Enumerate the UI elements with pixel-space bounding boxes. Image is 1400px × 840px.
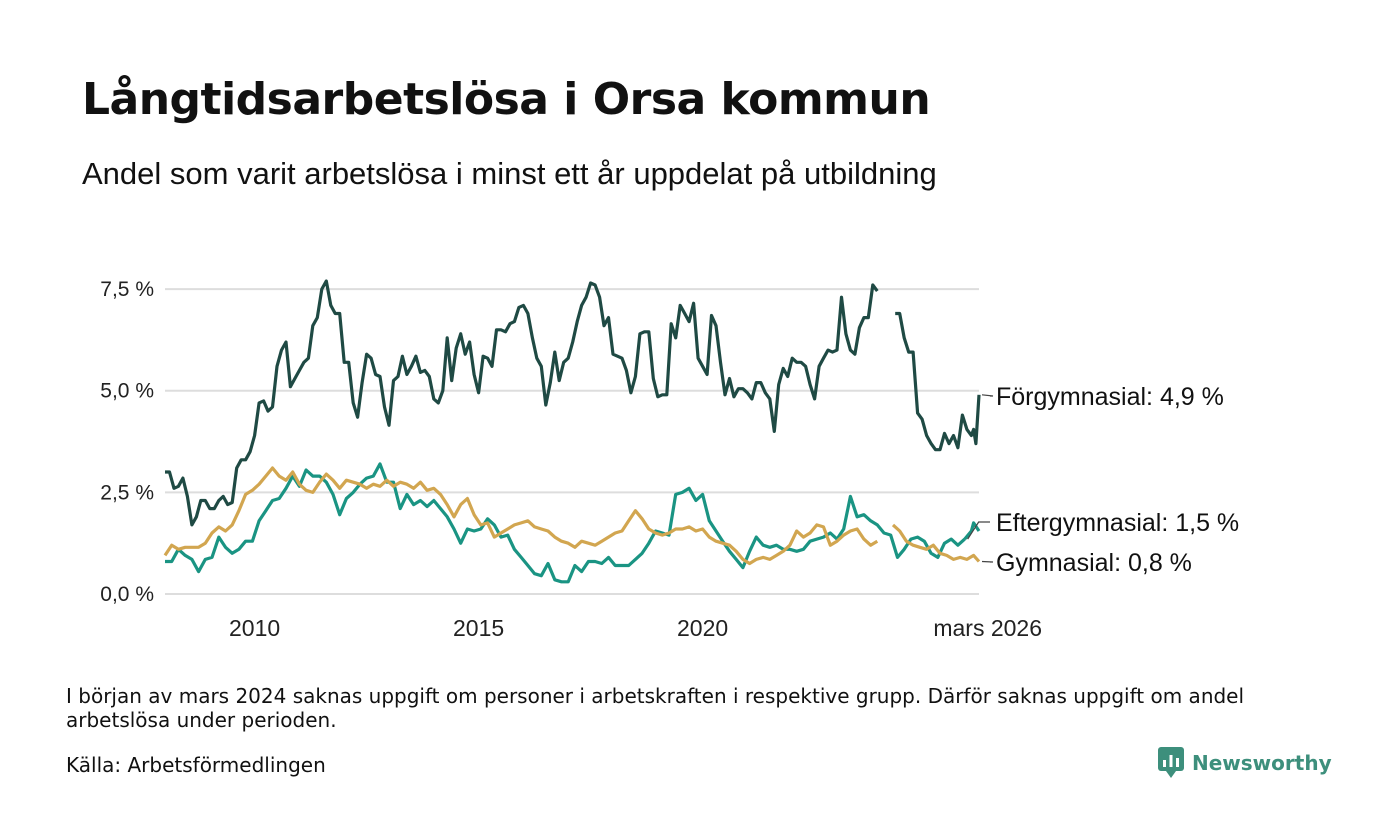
brand-name: Newsworthy [1192, 751, 1332, 775]
end-label-eftergymnasial: Eftergymnasial: 1,5 % [996, 509, 1239, 537]
series-line-forgymnasial-after-gap [895, 311, 981, 452]
label-leader-gymnasial [981, 560, 994, 563]
y-tick-label: 0,0 % [100, 583, 154, 606]
chart-title: Långtidsarbetslösa i Orsa kommun [82, 74, 931, 125]
y-tick-label: 2,5 % [100, 481, 154, 504]
end-label-forgymnasial: Förgymnasial: 4,9 % [996, 383, 1224, 411]
series-line-forgymnasial [165, 279, 879, 527]
chart-source: Källa: Arbetsförmedlingen [66, 753, 326, 777]
line-chart: 0,0 % 2,5 % 5,0 % 7,5 % 2010 2015 2020 mars 202… [100, 278, 1239, 641]
label-leader-eftergymnasial [967, 521, 990, 540]
label-leader-forgymnasial [981, 394, 994, 397]
series-line-gymnasial-after-gap [891, 523, 981, 563]
newsworthy-logo-icon [1158, 747, 1184, 778]
y-tick-label: 5,0 % [100, 380, 154, 403]
chart-footnote: I början av mars 2024 saknas uppgift om … [66, 684, 1245, 732]
series-line-gymnasial [163, 466, 879, 566]
x-tick-label: mars 2026 [933, 615, 1042, 641]
series-eftergymnasial [165, 462, 966, 584]
series-line-eftergymnasial [165, 462, 966, 584]
y-tick-label: 7,5 % [100, 278, 154, 301]
series-gymnasial [163, 466, 981, 566]
x-tick-label: 2010 [229, 615, 280, 641]
x-tick-label: 2015 [453, 615, 504, 641]
brand-logo[interactable]: Newsworthy [1158, 747, 1332, 779]
end-label-gymnasial: Gymnasial: 0,8 % [996, 549, 1192, 577]
chart-subtitle: Andel som varit arbetslösa i minst ett å… [82, 156, 937, 191]
series-forgymnasial [165, 279, 981, 527]
x-tick-label: 2020 [677, 615, 728, 641]
series-line-eftergymnasial-tail [963, 521, 981, 541]
